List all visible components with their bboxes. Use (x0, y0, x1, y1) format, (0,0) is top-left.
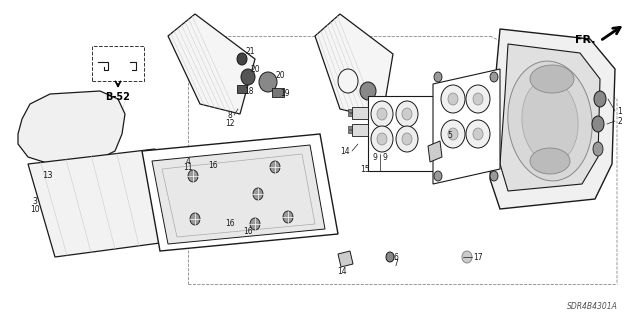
Ellipse shape (396, 101, 418, 127)
Text: 17: 17 (473, 253, 483, 262)
Text: 10: 10 (30, 204, 40, 213)
Text: 15: 15 (360, 165, 370, 174)
Text: FR.: FR. (575, 35, 596, 45)
Text: 2: 2 (617, 116, 621, 125)
Ellipse shape (473, 93, 483, 105)
Ellipse shape (190, 213, 200, 225)
Text: 12: 12 (225, 118, 235, 128)
Ellipse shape (462, 251, 472, 263)
Ellipse shape (371, 101, 393, 127)
Ellipse shape (473, 128, 483, 140)
Ellipse shape (253, 188, 263, 200)
Polygon shape (428, 141, 442, 162)
Text: 11: 11 (183, 164, 193, 173)
Bar (348, 126, 352, 129)
Ellipse shape (237, 53, 247, 65)
Polygon shape (152, 145, 325, 244)
Text: SDR4B4301A: SDR4B4301A (567, 302, 618, 311)
Ellipse shape (283, 211, 293, 223)
Text: 8: 8 (228, 110, 232, 120)
Text: 9: 9 (372, 152, 378, 161)
Ellipse shape (508, 61, 592, 181)
Polygon shape (28, 149, 175, 257)
Ellipse shape (466, 85, 490, 113)
Text: 16: 16 (243, 226, 253, 235)
Ellipse shape (70, 175, 80, 189)
Polygon shape (338, 251, 353, 267)
Text: 7: 7 (394, 259, 399, 269)
Ellipse shape (377, 133, 387, 145)
Text: 13: 13 (42, 172, 52, 181)
Bar (352, 124, 368, 136)
Polygon shape (433, 69, 500, 184)
Ellipse shape (386, 252, 394, 262)
Text: 5: 5 (447, 131, 452, 140)
Text: 18: 18 (244, 86, 253, 95)
Ellipse shape (594, 91, 606, 107)
Text: B-52: B-52 (106, 92, 131, 102)
Ellipse shape (441, 120, 465, 148)
Ellipse shape (371, 126, 393, 152)
Text: 20: 20 (250, 64, 260, 73)
Ellipse shape (250, 218, 260, 230)
Ellipse shape (259, 72, 277, 92)
Text: 1: 1 (617, 107, 621, 115)
Polygon shape (490, 29, 615, 209)
Polygon shape (500, 44, 600, 191)
Text: 20: 20 (275, 71, 285, 80)
Polygon shape (142, 134, 338, 251)
Ellipse shape (530, 65, 574, 93)
Ellipse shape (434, 72, 442, 82)
Ellipse shape (593, 142, 603, 156)
Text: 6: 6 (394, 253, 399, 262)
Ellipse shape (448, 128, 458, 140)
Ellipse shape (360, 82, 376, 100)
Text: 3: 3 (33, 197, 37, 205)
Text: 16: 16 (225, 219, 235, 228)
Bar (352, 107, 368, 119)
Bar (348, 109, 352, 112)
Ellipse shape (241, 69, 255, 85)
Ellipse shape (530, 148, 570, 174)
Ellipse shape (338, 69, 358, 93)
Text: 4: 4 (186, 157, 191, 166)
Ellipse shape (188, 170, 198, 182)
Bar (92, 46, 144, 81)
Bar (368, 96, 440, 171)
Ellipse shape (402, 108, 412, 120)
Ellipse shape (377, 108, 387, 120)
Text: 16: 16 (208, 160, 218, 169)
Bar (348, 113, 352, 116)
Polygon shape (18, 91, 125, 164)
Ellipse shape (270, 161, 280, 173)
Ellipse shape (448, 93, 458, 105)
Ellipse shape (490, 72, 498, 82)
Polygon shape (315, 14, 393, 119)
Text: 14: 14 (340, 146, 350, 155)
Ellipse shape (402, 133, 412, 145)
Ellipse shape (396, 126, 418, 152)
Ellipse shape (522, 79, 578, 163)
Bar (237, 85, 247, 93)
Text: 14: 14 (337, 266, 347, 276)
Text: 21: 21 (245, 47, 255, 56)
Polygon shape (168, 14, 255, 114)
Bar (272, 88, 284, 97)
Ellipse shape (434, 171, 442, 181)
Text: 19: 19 (280, 90, 290, 99)
Ellipse shape (490, 171, 498, 181)
Text: 9: 9 (383, 152, 387, 161)
Ellipse shape (466, 120, 490, 148)
Ellipse shape (441, 85, 465, 113)
Ellipse shape (592, 116, 604, 132)
Bar (348, 130, 352, 133)
